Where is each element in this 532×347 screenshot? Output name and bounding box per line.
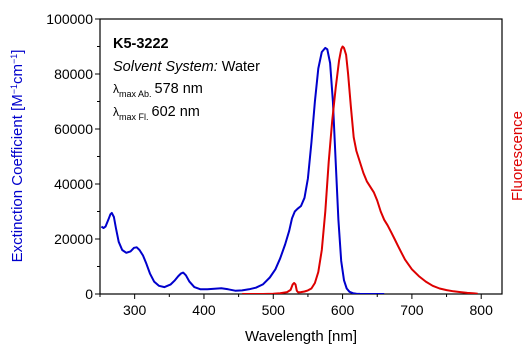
lambda-fl-line: λmax Fl. 602 nm [113,104,200,122]
lambda-abs-line: λmax Ab. 578 nm [113,81,203,99]
y-tick-label: 40000 [54,176,93,192]
y-axis-label-main: Exctinction Coefficient [M [9,94,26,262]
y-axis-label-cm: cm [9,64,26,84]
lambda-abs-sub: max Ab. [119,89,152,99]
x-axis: 300 400 500 600 700 800 [99,294,494,318]
lambda-fl-sub: max Fl. [119,112,149,122]
series-layer [100,45,478,294]
y2-axis-label: Fluorescence [509,111,526,201]
y-tick-label: 80000 [54,66,93,82]
y-axis-label-sup2: −1 [9,54,19,64]
lambda-fl-value: 602 nm [152,104,200,120]
solvent-line: Solvent System: Water [113,59,260,75]
lambda-symbol: λ [113,82,119,96]
solvent-value: Water [222,59,260,75]
x-axis-label: Wavelength [nm] [245,328,357,345]
lambda-symbol: λ [113,105,119,119]
lambda-abs-value: 578 nm [155,81,203,97]
y-tick-label: 0 [85,286,93,302]
annotation-block: K5-3222 Solvent System: Water λmax Ab. 57… [113,36,260,122]
x-tick-label: 800 [470,302,494,318]
y-tick-label: 100000 [46,11,93,27]
y-tick-label: 60000 [54,121,93,137]
compound-name: K5-3222 [113,36,169,52]
x-tick-label: 600 [331,302,355,318]
x-tick-label: 400 [192,302,216,318]
x-tick-label: 500 [262,302,286,318]
y-axis: 0 20000 40000 60000 80000 100000 [46,11,100,302]
y-tick-label: 20000 [54,231,93,247]
fluorescence-curve [242,45,478,294]
y-axis-label-sup1: −1 [9,84,19,94]
x-tick-label: 700 [400,302,424,318]
x-tick-label: 300 [123,302,147,318]
absorption-curve [100,46,385,294]
y-axis-label: Exctinction Coefficient [M−1cm−1] [9,50,26,263]
y-axis-label-end: ] [9,50,26,54]
solvent-label: Solvent System: [113,59,218,75]
